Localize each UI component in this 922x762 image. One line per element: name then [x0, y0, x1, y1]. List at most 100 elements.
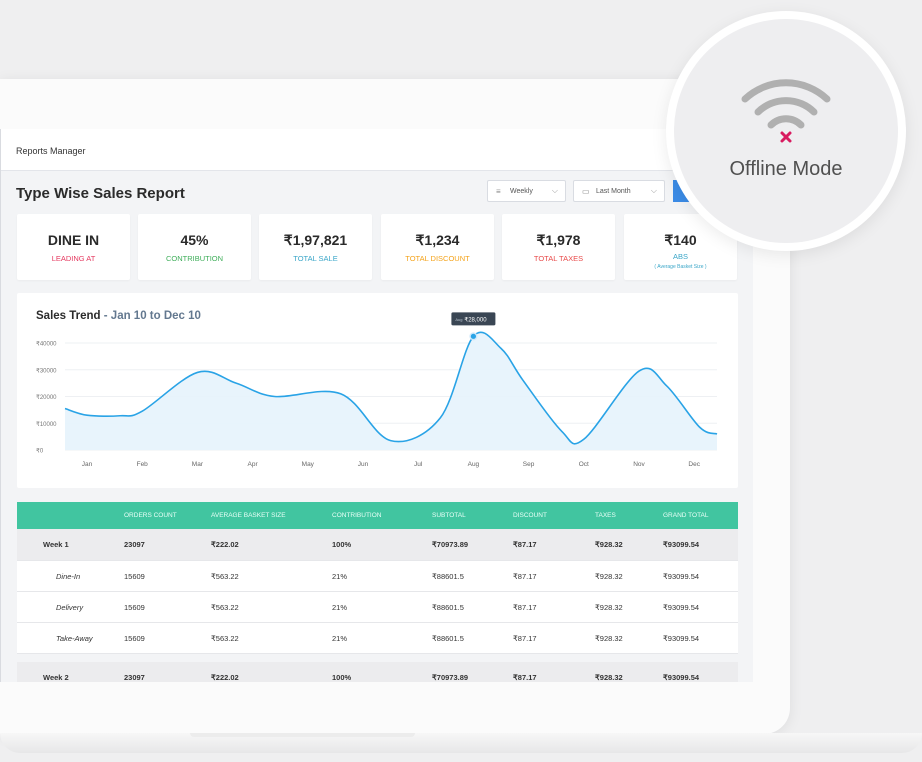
y-tick-label: ₹30000 — [36, 367, 57, 374]
kpi-label: TOTAL SALE — [293, 254, 338, 263]
sales-table: ORDERS COUNT AVERAGE BASKET SIZE CONTRIB… — [17, 502, 738, 682]
kpi-label: LEADING AT — [51, 254, 96, 263]
table-cell: ₹87.17 — [513, 603, 537, 612]
table-cell: 15609 — [124, 603, 145, 612]
row-label: Week 2 — [43, 673, 69, 682]
table-cell: 21% — [332, 603, 348, 612]
filter-icon: ≡ — [496, 187, 501, 196]
table-row-week-2[interactable]: Week 2 23097 ₹222.02 100% ₹70973.89 ₹87.… — [17, 662, 738, 682]
app-screen: Reports Manager Type Wise Sales Report ≡… — [0, 129, 753, 682]
table-cell: 23097 — [124, 673, 145, 682]
row-label: Delivery — [56, 603, 84, 612]
table-cell: ₹87.17 — [513, 540, 537, 549]
kpi-card-leading: DINE IN LEADING AT — [17, 214, 130, 280]
table-row-week-1[interactable]: Week 1 23097 ₹222.02 100% ₹70973.89 ₹87.… — [17, 529, 738, 561]
table-row-dine-in[interactable]: Dine-In 15609 ₹563.22 21% ₹88601.5 ₹87.1… — [17, 561, 738, 592]
table-cell: ₹222.02 — [211, 673, 239, 682]
table-cell: 100% — [332, 673, 352, 682]
kpi-label: CONTRIBUTION — [165, 254, 224, 263]
offline-mode-label: Offline Mode — [729, 158, 843, 180]
table-cell: ₹87.17 — [513, 634, 537, 643]
date-range-label: Last Month — [596, 188, 631, 195]
sales-trend-chart: ₹40000 ₹30000 ₹20000 ₹10000 ₹0 Jan Feb Mar Apr Ma… — [36, 312, 718, 468]
chart-tooltip — [451, 312, 496, 326]
table-cell: ₹70973.89 — [432, 540, 469, 549]
kpi-card-total-taxes: ₹1,978 TOTAL TAXES — [502, 214, 615, 280]
device-base — [0, 733, 922, 753]
x-tick-label: Jul — [414, 461, 423, 468]
table-cell: ₹563.22 — [211, 634, 239, 643]
table-cell: ₹928.32 — [595, 634, 623, 643]
chart-tooltip-month: Aug — [455, 317, 462, 322]
wifi-off-icon — [741, 79, 831, 143]
kpi-value: ₹1,97,821 — [283, 232, 348, 248]
chart-tooltip-value: ₹28,000 — [464, 316, 487, 323]
table-cell: 100% — [332, 540, 352, 549]
y-tick-label: ₹10000 — [36, 421, 57, 428]
top-bar: Reports Manager — [1, 129, 753, 171]
y-tick-label: ₹40000 — [36, 341, 57, 348]
kpi-label: ABS — [672, 252, 688, 261]
kpi-sublabel: ( Average Basket Size ) — [654, 264, 707, 270]
table-cell: ₹93099.54 — [663, 603, 700, 612]
table-cell: ₹88601.5 — [432, 634, 464, 643]
kpi-value: 45% — [180, 232, 209, 248]
table-cell: ₹563.22 — [211, 572, 239, 581]
x-tick-label: Aug — [468, 461, 480, 468]
table-cell: 21% — [332, 572, 348, 581]
column-header: TAXES — [595, 512, 616, 519]
y-tick-label: ₹0 — [36, 448, 44, 455]
x-tick-label: Jan — [82, 461, 93, 468]
row-label: Week 1 — [43, 540, 69, 549]
table-cell: ₹93099.54 — [663, 673, 700, 682]
kpi-value: ₹1,234 — [415, 232, 460, 248]
kpi-label: TOTAL TAXES — [533, 254, 584, 263]
table-cell: ₹928.32 — [595, 673, 623, 682]
table-row-take-away[interactable]: Take-Away 15609 ₹563.22 21% ₹88601.5 ₹87… — [17, 623, 738, 654]
sales-trend-chart-card: Sales Trend - Jan 10 to Dec 10 ₹40000 ₹30… — [17, 293, 738, 488]
kpi-card-total-discount: ₹1,234 TOTAL DISCOUNT — [381, 214, 494, 280]
x-tick-label: May — [302, 461, 315, 468]
column-header: CONTRIBUTION — [332, 512, 382, 519]
kpi-value: ₹1,978 — [536, 232, 581, 248]
x-tick-label: Dec — [688, 461, 700, 468]
sales-area-fill — [65, 332, 717, 450]
table-cell: ₹93099.54 — [663, 572, 700, 581]
column-header: DISCOUNT — [513, 512, 547, 519]
table-cell: ₹88601.5 — [432, 572, 464, 581]
kpi-card-contribution: 45% CONTRIBUTION — [138, 214, 251, 280]
chevron-down-icon: ⌵ — [551, 186, 558, 195]
chart-title-separator: - — [103, 310, 111, 322]
y-tick-label: ₹20000 — [36, 394, 57, 401]
column-header: AVERAGE BASKET SIZE — [211, 512, 286, 519]
table-row-delivery[interactable]: Delivery 15609 ₹563.22 21% ₹88601.5 ₹87.… — [17, 592, 738, 623]
table-cell: 15609 — [124, 572, 145, 581]
x-tick-label: Oct — [579, 461, 589, 468]
table-cell: ₹928.32 — [595, 540, 623, 549]
table-cell: ₹88601.5 — [432, 603, 464, 612]
x-tick-label: Nov — [633, 461, 645, 468]
row-label: Take-Away — [56, 634, 93, 643]
table-cell: ₹928.32 — [595, 572, 623, 581]
table-cell: ₹928.32 — [595, 603, 623, 612]
x-tick-label: Jun — [358, 461, 369, 468]
offline-badge-inner: Offline Mode — [674, 19, 898, 243]
date-range-dropdown[interactable]: ▭ Last Month ⌵ — [573, 180, 665, 202]
highlight-point — [470, 333, 476, 339]
table-cell: ₹222.02 — [211, 540, 239, 549]
kpi-value: ₹140 — [664, 232, 697, 248]
kpi-value: DINE IN — [47, 232, 100, 248]
table-cell: ₹93099.54 — [663, 634, 700, 643]
table-cell: ₹87.17 — [513, 572, 537, 581]
kpi-card-abs: ₹140 ABS ( Average Basket Size ) — [624, 214, 737, 280]
table-cell: ₹87.17 — [513, 673, 537, 682]
period-filter-dropdown[interactable]: ≡ Weekly ⌵ — [487, 180, 566, 202]
page-title: Type Wise Sales Report — [16, 185, 185, 202]
app-title: Reports Manager — [16, 146, 86, 156]
column-header: GRAND TOTAL — [663, 512, 709, 519]
calendar-icon: ▭ — [582, 187, 590, 196]
x-tick-label: Apr — [248, 461, 259, 468]
kpi-label: TOTAL DISCOUNT — [405, 254, 470, 263]
chevron-down-icon: ⌵ — [650, 186, 657, 195]
column-header: ORDERS COUNT — [124, 512, 177, 519]
